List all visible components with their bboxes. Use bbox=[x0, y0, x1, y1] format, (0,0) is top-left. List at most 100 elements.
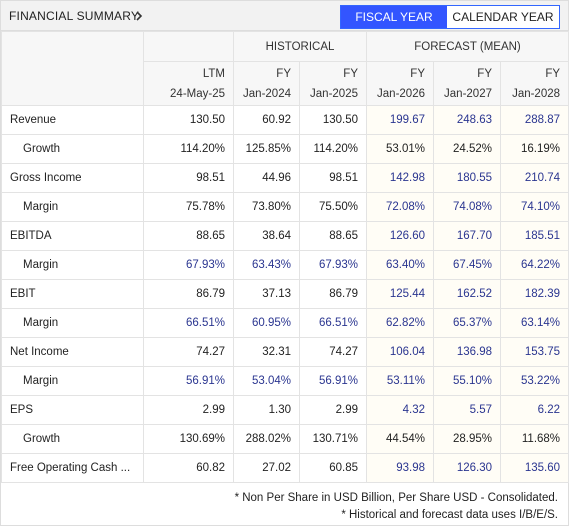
row-label: Margin bbox=[1, 366, 144, 396]
value-cell: 62.82% bbox=[366, 308, 434, 338]
value-cell: 53.22% bbox=[499, 366, 569, 396]
value-cell: 180.55 bbox=[433, 163, 501, 193]
fiscal-year-tab[interactable]: FISCAL YEAR bbox=[341, 6, 447, 28]
row-label: Free Operating Cash ... bbox=[1, 453, 144, 483]
value-cell: 210.74 bbox=[499, 163, 569, 193]
value-cell: 56.91% bbox=[143, 366, 234, 396]
value-cell: 1.30 bbox=[233, 395, 300, 425]
summary-table: HISTORICAL FORECAST (MEAN) LTM 24-May-25 F… bbox=[1, 31, 569, 483]
row-label: Margin bbox=[1, 192, 144, 222]
value-cell: 167.70 bbox=[433, 221, 501, 251]
panel-title[interactable]: FINANCIAL SUMMARY bbox=[9, 9, 140, 23]
row-label: EPS bbox=[1, 395, 144, 425]
value-cell: 67.93% bbox=[143, 250, 234, 280]
row-label: Gross Income bbox=[1, 163, 144, 193]
footnotes: * Non Per Share in USD Billion, Per Shar… bbox=[235, 490, 558, 524]
value-cell: 66.51% bbox=[299, 308, 367, 338]
value-cell: 75.50% bbox=[299, 192, 367, 222]
column-header-line: Jan-2025 bbox=[310, 87, 358, 100]
value-cell: 37.13 bbox=[233, 279, 300, 309]
header-cell bbox=[143, 31, 234, 62]
value-cell: 130.50 bbox=[299, 105, 367, 135]
value-cell: 135.60 bbox=[499, 453, 569, 483]
value-cell: 114.20% bbox=[299, 134, 367, 164]
table-row: Margin 75.78% 73.80% 75.50% 72.08% 74.08% 74.1… bbox=[1, 192, 569, 222]
value-cell: 38.64 bbox=[233, 221, 300, 251]
value-cell: 130.71% bbox=[299, 424, 367, 454]
chevron-icon[interactable] bbox=[135, 11, 143, 21]
row-label: Margin bbox=[1, 308, 144, 338]
value-cell: 2.99 bbox=[299, 395, 367, 425]
top-bar: FINANCIAL SUMMARY FISCAL YEAR CALENDAR Y… bbox=[1, 1, 568, 31]
table-row: Net Income 74.27 32.31 74.27 106.04 136.98 153… bbox=[1, 337, 569, 367]
column-header-line: FY bbox=[343, 67, 358, 80]
value-cell: 199.67 bbox=[366, 105, 434, 135]
value-cell: 44.54% bbox=[366, 424, 434, 454]
column-header: FY Jan-2028 bbox=[499, 61, 569, 106]
value-cell: 55.10% bbox=[433, 366, 501, 396]
table-row: Growth 114.20% 125.85% 114.20% 53.01% 24.52% 1… bbox=[1, 134, 569, 164]
column-header: LTM 24-May-25 bbox=[143, 61, 234, 106]
column-header: FY Jan-2024 bbox=[233, 61, 300, 106]
value-cell: 130.50 bbox=[143, 105, 234, 135]
table-row: Gross Income 98.51 44.96 98.51 142.98 180.55 2… bbox=[1, 163, 569, 193]
column-header: FY Jan-2027 bbox=[433, 61, 501, 106]
value-cell: 125.44 bbox=[366, 279, 434, 309]
value-cell: 136.98 bbox=[433, 337, 501, 367]
table-row: EBITDA 88.65 38.64 88.65 126.60 167.70 185.51 bbox=[1, 221, 569, 251]
value-cell: 74.27 bbox=[299, 337, 367, 367]
value-cell: 98.51 bbox=[299, 163, 367, 193]
value-cell: 153.75 bbox=[499, 337, 569, 367]
value-cell: 63.40% bbox=[366, 250, 434, 280]
value-cell: 125.85% bbox=[233, 134, 300, 164]
value-cell: 53.01% bbox=[366, 134, 434, 164]
footnote: * Historical and forecast data uses I/B/… bbox=[341, 509, 558, 521]
table-row: Free Operating Cash ... 60.82 27.02 60.85 93… bbox=[1, 453, 569, 483]
value-cell: 142.98 bbox=[366, 163, 434, 193]
column-header-line: Jan-2024 bbox=[243, 87, 291, 100]
value-cell: 11.68% bbox=[499, 424, 569, 454]
value-cell: 98.51 bbox=[143, 163, 234, 193]
value-cell: 67.45% bbox=[433, 250, 501, 280]
value-cell: 44.96 bbox=[233, 163, 300, 193]
row-label: Net Income bbox=[1, 337, 144, 367]
value-cell: 60.92 bbox=[233, 105, 300, 135]
value-cell: 4.32 bbox=[366, 395, 434, 425]
value-cell: 65.37% bbox=[433, 308, 501, 338]
value-cell: 56.91% bbox=[299, 366, 367, 396]
value-cell: 288.02% bbox=[233, 424, 300, 454]
value-cell: 60.82 bbox=[143, 453, 234, 483]
row-label: Growth bbox=[1, 134, 144, 164]
footnote: * Non Per Share in USD Billion, Per Shar… bbox=[234, 492, 558, 504]
calendar-year-tab[interactable]: CALENDAR YEAR bbox=[447, 6, 559, 28]
column-header-line: LTM bbox=[202, 67, 225, 80]
column-header: FY Jan-2026 bbox=[366, 61, 434, 106]
row-label: EBIT bbox=[1, 279, 144, 309]
value-cell: 2.99 bbox=[143, 395, 234, 425]
value-cell: 106.04 bbox=[366, 337, 434, 367]
table-row: EBIT 86.79 37.13 86.79 125.44 162.52 182.39 bbox=[1, 279, 569, 309]
value-cell: 5.57 bbox=[433, 395, 501, 425]
value-cell: 28.95% bbox=[433, 424, 501, 454]
table-row: Revenue 130.50 60.92 130.50 199.67 248.63 288.… bbox=[1, 105, 569, 135]
value-cell: 74.08% bbox=[433, 192, 501, 222]
column-header-line: Jan-2028 bbox=[512, 87, 561, 100]
value-cell: 16.19% bbox=[499, 134, 569, 164]
value-cell: 75.78% bbox=[143, 192, 234, 222]
value-cell: 130.69% bbox=[143, 424, 234, 454]
value-cell: 114.20% bbox=[143, 134, 234, 164]
row-label: Revenue bbox=[1, 105, 144, 135]
value-cell: 32.31 bbox=[233, 337, 300, 367]
period-toggle: FISCAL YEAR CALENDAR YEAR bbox=[340, 5, 560, 29]
value-cell: 24.52% bbox=[433, 134, 501, 164]
value-cell: 162.52 bbox=[433, 279, 501, 309]
value-cell: 53.11% bbox=[366, 366, 434, 396]
corner-cell bbox=[1, 31, 144, 106]
column-header-line: FY bbox=[477, 67, 492, 80]
value-cell: 63.14% bbox=[499, 308, 569, 338]
column-header-line: FY bbox=[410, 67, 425, 80]
value-cell: 88.65 bbox=[143, 221, 234, 251]
value-cell: 185.51 bbox=[499, 221, 569, 251]
table-row: Margin 66.51% 60.95% 66.51% 62.82% 65.37% 63.1… bbox=[1, 308, 569, 338]
